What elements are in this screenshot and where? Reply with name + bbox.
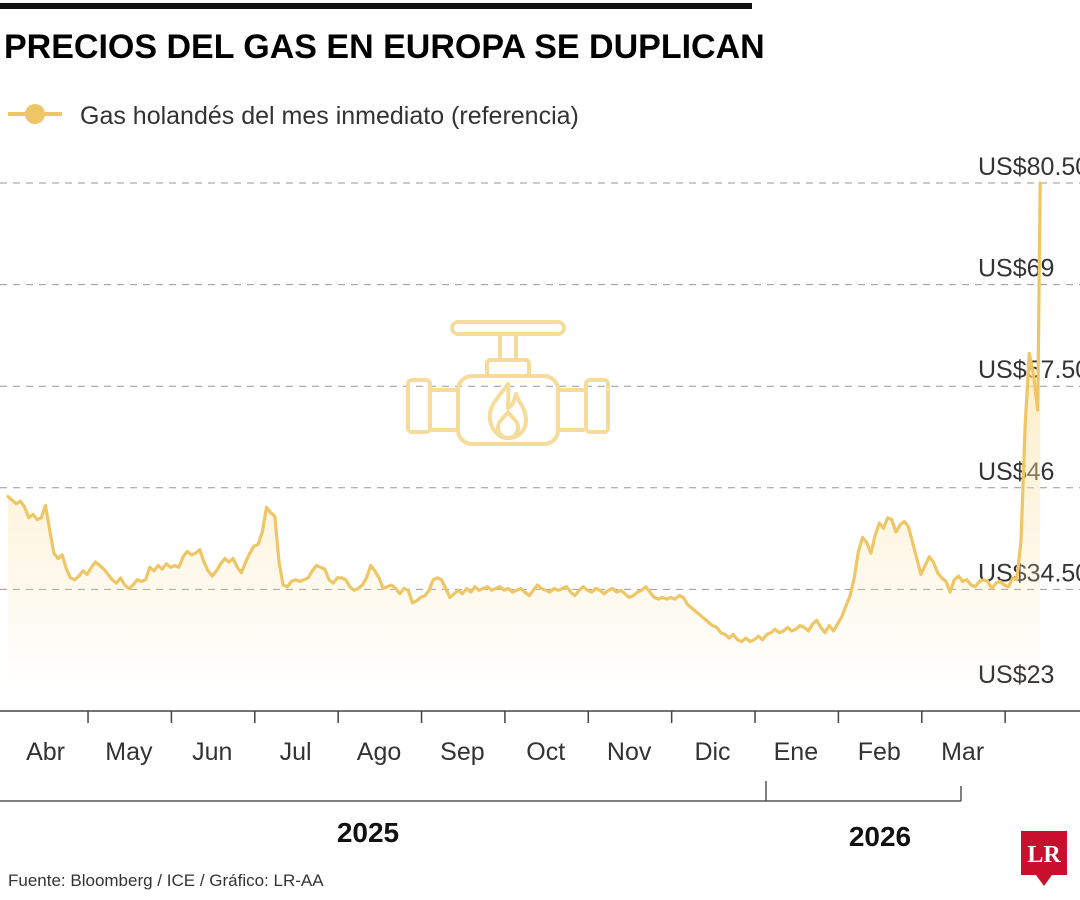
year-bracket	[0, 781, 962, 802]
x-tick-label: Dic	[694, 738, 730, 766]
svg-text:LR: LR	[1027, 842, 1061, 868]
legend-label: Gas holandés del mes inmediato (referenc…	[80, 102, 579, 130]
source-note: Fuente: Bloomberg / ICE / Gráfico: LR-AA	[8, 871, 324, 890]
gas-valve-icon	[406, 320, 610, 446]
x-tick-label: May	[105, 738, 153, 766]
y-tick-label: US$46	[978, 458, 1054, 486]
year-label-2026: 2026	[849, 821, 911, 852]
x-tick-label: Ago	[357, 738, 401, 766]
x-tick-label: Ene	[774, 738, 818, 766]
x-tick-label: Mar	[941, 738, 984, 766]
x-tick-label: Feb	[858, 738, 901, 766]
y-gridlines	[0, 182, 1080, 590]
y-tick-label: US$69	[978, 255, 1054, 283]
y-tick-label: US$80.50	[978, 153, 1080, 181]
x-tick-label: Sep	[440, 738, 484, 766]
x-tick-label: Jun	[192, 738, 232, 766]
series-line	[6, 181, 1042, 644]
x-tick-label: Jul	[280, 738, 312, 766]
legend: Gas holandés del mes inmediato (referenc…	[8, 102, 579, 130]
legend-marker	[25, 104, 45, 124]
top-rule	[0, 3, 752, 9]
x-axis-labels: Abr May Jun Jul Ago Sep Oct Nov Dic Ene Feb Mar	[26, 738, 984, 766]
chart-title: PRECIOS DEL GAS EN EUROPA SE DUPLICAN	[4, 28, 765, 66]
series-area	[8, 183, 1041, 691]
x-tick-label: Oct	[526, 738, 565, 766]
x-axis-ticks	[87, 711, 1006, 723]
year-label-2025: 2025	[337, 817, 399, 848]
x-tick-label: Abr	[26, 738, 65, 766]
x-tick-label: Nov	[607, 738, 652, 766]
lr-logo: LR	[1021, 831, 1067, 886]
